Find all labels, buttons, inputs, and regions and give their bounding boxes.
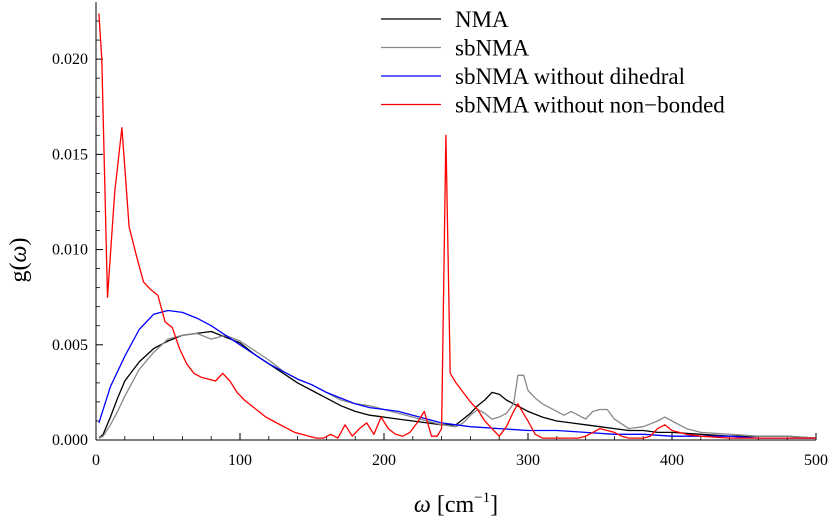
x-axis-label: ω [cm−1]: [414, 490, 498, 518]
y-tick-label: 0.020: [52, 51, 88, 68]
x-tick-label: 400: [660, 452, 684, 469]
legend-label-sbnma-without-dihedral: sbNMA without dihedral: [455, 64, 685, 89]
x-tick-label: 100: [228, 452, 252, 469]
series-line-sbnma-without-dihedral: [98, 309, 816, 439]
y-tick-label: 0.000: [52, 432, 88, 449]
y-axis-label-symbol: ω: [6, 246, 32, 263]
legend-label-sbnma-without-non-bonded: sbNMA without non−bonded: [455, 93, 725, 118]
x-axis-label-unit-close: ]: [490, 492, 498, 518]
y-axis-label-prefix: g(: [6, 262, 32, 282]
y-tick-label: 0.005: [52, 337, 88, 354]
x-tick-label: 300: [516, 452, 540, 469]
x-axis-label-symbol: ω: [414, 492, 431, 518]
legend-label-sbnma: sbNMA: [455, 36, 530, 61]
y-ticks: 0.000 0.005 0.010 0.015 0.020: [52, 20, 103, 449]
x-axis-label-exponent: −1: [474, 490, 490, 506]
series-line-sbnma-without-non-bonded: [98, 13, 816, 439]
y-tick-label: 0.015: [52, 146, 88, 163]
x-tick-label: 0: [92, 452, 100, 469]
series-line-sbnma: [98, 332, 817, 439]
y-axis-label: g(ω): [6, 238, 32, 283]
axes: [95, 2, 816, 441]
legend: NMA sbNMA sbNMA without dihedral sbNMA with…: [381, 7, 725, 118]
series-layer: [98, 13, 817, 439]
y-tick-label: 0.010: [52, 242, 88, 259]
y-axis-label-suffix: ): [6, 238, 32, 246]
x-axis-label-unit: [cm: [437, 492, 475, 518]
legend-label-nma: NMA: [455, 7, 509, 32]
x-tick-label: 200: [372, 452, 396, 469]
x-ticks: 0 100 200 300 400 500: [92, 433, 828, 469]
x-tick-label: 500: [804, 452, 828, 469]
